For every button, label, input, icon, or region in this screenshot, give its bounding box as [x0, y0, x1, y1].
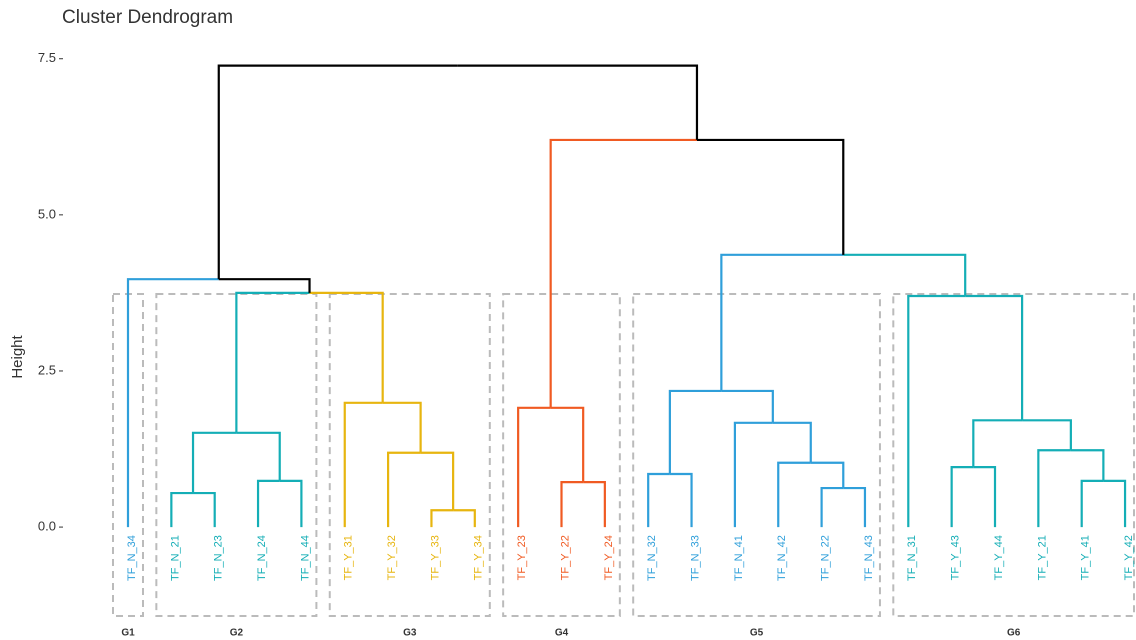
- y-tick-label: 5.0: [38, 206, 56, 221]
- branch: [517, 406, 551, 528]
- branch: [170, 491, 194, 528]
- branch: [1037, 449, 1071, 528]
- leaf-label: TF_N_22: [820, 535, 832, 581]
- branch: [256, 479, 280, 528]
- leaf-label: TF_Y_33: [429, 535, 441, 580]
- branch: [236, 431, 281, 481]
- branch: [549, 138, 697, 408]
- leaf-label: TF_Y_32: [386, 535, 398, 580]
- branch: [550, 406, 585, 483]
- branch: [1022, 419, 1072, 451]
- branch: [126, 278, 219, 528]
- branch: [343, 401, 383, 528]
- leaf-label: TF_N_44: [299, 535, 311, 581]
- leaf-label: TF_N_23: [213, 535, 225, 581]
- leaf-label: TF_Y_34: [473, 535, 485, 580]
- branch: [218, 278, 311, 293]
- branch: [965, 294, 1024, 421]
- y-tick-label: 0.0: [38, 519, 56, 534]
- group-label: G4: [555, 628, 569, 639]
- leaf-label: TF_N_31: [906, 535, 918, 581]
- branch: [720, 253, 844, 391]
- branch: [772, 421, 812, 463]
- branch: [843, 486, 867, 528]
- branch: [560, 481, 584, 528]
- group-box: [892, 293, 1135, 617]
- group-label: G2: [230, 628, 244, 639]
- group-label: G1: [121, 628, 135, 639]
- branch: [696, 138, 845, 255]
- branch: [583, 481, 606, 528]
- leaf-label: TF_Y_21: [1036, 535, 1048, 580]
- branch: [733, 421, 773, 528]
- branch: [457, 64, 699, 140]
- branch: [420, 451, 455, 511]
- branch: [843, 253, 967, 297]
- branch: [973, 466, 997, 528]
- leaf-label: TF_Y_44: [993, 535, 1005, 580]
- group-box: [632, 293, 881, 617]
- branch: [453, 509, 476, 528]
- branch: [191, 431, 237, 494]
- branch: [382, 401, 422, 453]
- branch: [309, 291, 384, 403]
- branch: [1080, 479, 1104, 528]
- group-box: [502, 293, 621, 617]
- leaf-label: TF_Y_41: [1080, 535, 1092, 580]
- branch: [668, 389, 722, 475]
- branch: [430, 509, 454, 528]
- group-label: G3: [403, 628, 417, 639]
- leaf-label: TF_N_41: [733, 535, 745, 581]
- leaf-label: TF_Y_42: [1123, 535, 1135, 580]
- branch: [669, 472, 693, 528]
- branch: [235, 291, 310, 433]
- branch: [721, 389, 774, 423]
- branch: [907, 294, 966, 528]
- group-label: G6: [1007, 628, 1021, 639]
- leaf-label: TF_N_33: [689, 535, 701, 581]
- leaf-label: TF_N_42: [776, 535, 788, 581]
- leaf-label: TF_N_21: [169, 535, 181, 581]
- branch: [1070, 449, 1105, 481]
- y-tick-label: 7.5: [38, 50, 56, 65]
- branch: [193, 491, 216, 528]
- leaf-label: TF_N_32: [646, 535, 658, 581]
- y-axis-title: Height: [9, 334, 26, 378]
- branch: [972, 419, 1023, 468]
- leaf-label: TF_N_43: [863, 535, 875, 581]
- branch: [777, 461, 811, 528]
- leaf-label: TF_Y_43: [950, 535, 962, 580]
- branch: [950, 466, 974, 528]
- branch: [810, 461, 845, 489]
- branch: [820, 486, 844, 528]
- chart-title: Cluster Dendrogram: [62, 7, 233, 28]
- leaf-label: TF_Y_24: [603, 535, 615, 580]
- branch: [387, 451, 421, 528]
- branch: [217, 64, 458, 280]
- branch: [1103, 479, 1127, 528]
- y-tick-label: 2.5: [38, 362, 56, 377]
- leaf-label: TF_Y_31: [343, 535, 355, 580]
- leaf-label: TF_Y_23: [516, 535, 528, 580]
- branch: [647, 472, 670, 528]
- leaf-label: TF_N_24: [256, 535, 268, 581]
- group-label: G5: [750, 628, 764, 639]
- branch: [279, 479, 303, 528]
- leaf-label: TF_Y_22: [559, 535, 571, 580]
- leaf-label: TF_N_34: [126, 535, 138, 581]
